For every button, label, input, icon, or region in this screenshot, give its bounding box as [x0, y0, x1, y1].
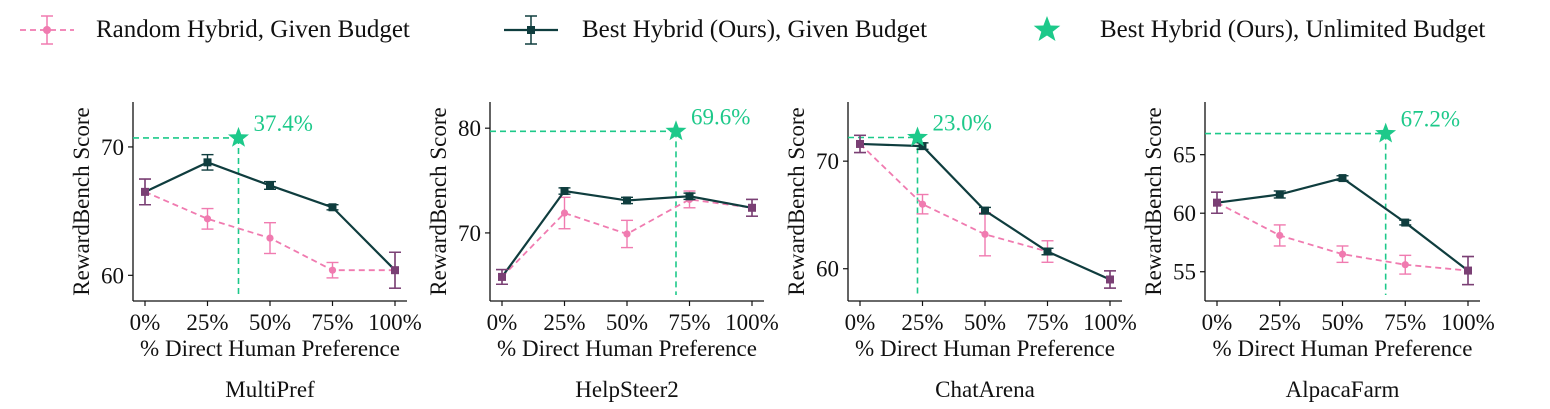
x-tick-label: 0%: [487, 310, 518, 335]
x-tick-label: 100%: [725, 310, 779, 335]
best-hybrid-point: [918, 142, 927, 151]
x-tick-label: 0%: [130, 310, 161, 335]
best-hybrid-point: [328, 203, 337, 212]
x-axis-label: % Direct Human Preference: [1213, 336, 1473, 361]
best-hybrid-point: [748, 203, 756, 212]
best-hybrid-point: [203, 158, 212, 167]
star-percent-label: 67.2%: [1401, 107, 1460, 132]
best-hybrid-point: [498, 272, 506, 281]
x-tick-label: 100%: [368, 310, 422, 335]
best-hybrid-point: [560, 187, 569, 196]
y-axis-label: RewardBench Score: [426, 107, 451, 295]
random-hybrid-point: [1338, 250, 1347, 258]
random-hybrid-point: [203, 215, 212, 223]
best-hybrid-point: [623, 196, 631, 205]
x-tick-label: 75%: [311, 310, 353, 335]
x-axis-label: % Direct Human Preference: [497, 336, 757, 361]
x-tick-label: 0%: [845, 310, 876, 335]
random-hybrid-point: [266, 234, 274, 242]
chart-panel-helpsteer2: 70 80 0% 25% 50% 75% 100%% Direct Human Prefer…: [426, 102, 779, 402]
best-hybrid-point: [685, 192, 694, 201]
random-hybrid-point: [1276, 231, 1284, 240]
best-hybrid-point: [981, 206, 989, 215]
x-axis-label: % Direct Human Preference: [140, 336, 400, 361]
x-tick-label: 50%: [1321, 310, 1363, 335]
y-tick-label: 70: [816, 149, 839, 174]
star-legend-icon: [1033, 16, 1061, 41]
y-tick-label: 60: [816, 257, 839, 282]
panel-title: MultiPref: [225, 377, 315, 402]
random-hybrid-point: [918, 200, 927, 208]
best-hybrid-point: [391, 266, 399, 275]
panel-title: ChatArena: [935, 377, 1035, 402]
legend: Random Hybrid, Given Budget Best Hybrid …: [0, 0, 1550, 60]
y-tick-label: 60: [101, 263, 124, 288]
legend-label-best: Best Hybrid (Ours), Given Budget: [582, 16, 928, 43]
legend-label-random: Random Hybrid, Given Budget: [96, 16, 410, 43]
x-tick-label: 25%: [901, 310, 943, 335]
unlimited-budget-star: [1375, 122, 1397, 143]
best-hybrid-point: [1106, 275, 1114, 284]
panel-title: AlpacaFarm: [1286, 377, 1400, 402]
x-tick-label: 50%: [964, 310, 1006, 335]
random-hybrid-point: [1401, 261, 1409, 269]
star-percent-label: 69.6%: [691, 104, 750, 129]
x-tick-label: 75%: [1384, 310, 1426, 335]
random-hybrid-point: [623, 230, 631, 238]
x-tick-label: 0%: [1202, 310, 1233, 335]
x-axis-label: % Direct Human Preference: [855, 336, 1115, 361]
random-hybrid-point: [328, 266, 337, 274]
best-hybrid-point: [1275, 190, 1284, 199]
star-percent-label: 37.4%: [254, 111, 313, 136]
x-tick-label: 50%: [606, 310, 648, 335]
best-hybrid-point: [1043, 247, 1052, 256]
best-hybrid-legend-icon: [504, 15, 558, 45]
y-axis-label: RewardBench Score: [784, 107, 809, 295]
y-tick-label: 80: [458, 116, 481, 141]
best-hybrid-point: [266, 181, 274, 190]
x-tick-label: 25%: [186, 310, 228, 335]
x-tick-label: 25%: [1259, 310, 1301, 335]
best-hybrid-point: [856, 139, 864, 148]
best-hybrid-point: [141, 187, 149, 196]
panel-title: HelpSteer2: [575, 377, 678, 402]
y-tick-label: 65: [1173, 143, 1196, 168]
y-axis-label: RewardBench Score: [1141, 107, 1166, 295]
random-hybrid-point: [981, 230, 989, 238]
unlimited-budget-star: [228, 126, 249, 147]
star-percent-label: 23.0%: [933, 110, 992, 135]
chart-panel-alpacafarm: 55 60 65 0% 25% 50% 75% 100%% Direct Human Pref…: [1141, 102, 1495, 402]
y-tick-label: 55: [1173, 260, 1196, 285]
legend-item-unlimited: Best Hybrid (Ours), Unlimited Budget: [1030, 10, 1485, 50]
best-hybrid-point: [1213, 198, 1221, 207]
x-tick-label: 25%: [543, 310, 585, 335]
x-tick-label: 75%: [668, 310, 710, 335]
legend-item-random: Random Hybrid, Given Budget: [18, 10, 410, 50]
y-tick-label: 70: [458, 221, 481, 246]
y-tick-label: 70: [101, 135, 124, 160]
x-tick-label: 50%: [249, 310, 291, 335]
x-tick-label: 75%: [1026, 310, 1068, 335]
best-hybrid-point: [1401, 218, 1410, 227]
unlimited-budget-star: [907, 126, 928, 147]
best-hybrid-point: [1464, 266, 1472, 275]
random-hybrid-legend-icon: [20, 15, 74, 45]
y-axis-label: RewardBench Score: [69, 107, 94, 295]
legend-item-best: Best Hybrid (Ours), Given Budget: [502, 10, 927, 50]
best-hybrid-point: [1338, 174, 1347, 183]
chart-panel-chatarena: 60 70 0% 25% 50% 75% 100%% Direct Human Prefer…: [784, 102, 1137, 402]
random-hybrid-point: [560, 209, 569, 217]
chart-panel-multipref: 60 70 0% 25% 50% 75% 100%% Direct Human Prefer…: [69, 102, 422, 402]
unlimited-budget-star: [665, 120, 687, 141]
y-tick-label: 60: [1173, 201, 1196, 226]
x-tick-label: 100%: [1441, 310, 1495, 335]
legend-label-unlimited: Best Hybrid (Ours), Unlimited Budget: [1100, 16, 1486, 43]
random-hybrid-line: [1216, 201, 1469, 272]
x-tick-label: 100%: [1083, 310, 1137, 335]
